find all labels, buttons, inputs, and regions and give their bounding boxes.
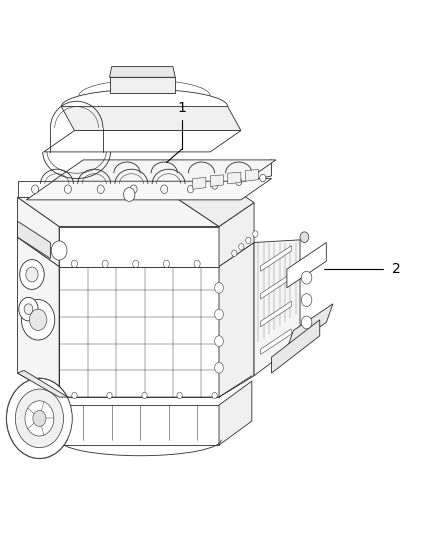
Circle shape bbox=[102, 260, 108, 268]
Polygon shape bbox=[18, 197, 59, 266]
Circle shape bbox=[301, 271, 312, 284]
Polygon shape bbox=[272, 320, 320, 373]
Circle shape bbox=[301, 316, 312, 329]
Polygon shape bbox=[175, 160, 272, 197]
Circle shape bbox=[187, 185, 194, 193]
Circle shape bbox=[32, 185, 39, 193]
Circle shape bbox=[72, 392, 77, 399]
Circle shape bbox=[177, 392, 182, 399]
Circle shape bbox=[161, 185, 168, 193]
Polygon shape bbox=[53, 160, 276, 181]
Polygon shape bbox=[287, 304, 333, 349]
Circle shape bbox=[24, 304, 33, 314]
Circle shape bbox=[33, 410, 46, 426]
Circle shape bbox=[19, 297, 38, 321]
Circle shape bbox=[194, 260, 200, 268]
Circle shape bbox=[215, 362, 223, 373]
Circle shape bbox=[215, 336, 223, 346]
Circle shape bbox=[21, 300, 55, 340]
Polygon shape bbox=[219, 203, 254, 266]
Circle shape bbox=[232, 250, 237, 256]
Text: 2: 2 bbox=[392, 262, 401, 276]
Polygon shape bbox=[219, 381, 252, 445]
Polygon shape bbox=[18, 221, 50, 259]
Text: 1: 1 bbox=[177, 101, 186, 115]
Polygon shape bbox=[18, 237, 59, 397]
Circle shape bbox=[246, 237, 251, 244]
Polygon shape bbox=[59, 405, 219, 445]
Polygon shape bbox=[245, 169, 258, 181]
Circle shape bbox=[215, 309, 223, 320]
Circle shape bbox=[301, 294, 312, 306]
Circle shape bbox=[64, 185, 71, 193]
Polygon shape bbox=[44, 131, 241, 152]
Polygon shape bbox=[261, 301, 291, 327]
Polygon shape bbox=[110, 67, 175, 77]
Circle shape bbox=[300, 232, 309, 243]
Polygon shape bbox=[110, 77, 175, 93]
Circle shape bbox=[163, 260, 170, 268]
Circle shape bbox=[260, 174, 266, 182]
Polygon shape bbox=[18, 197, 219, 227]
Circle shape bbox=[215, 282, 223, 293]
Polygon shape bbox=[175, 173, 254, 227]
Polygon shape bbox=[18, 181, 175, 197]
Circle shape bbox=[212, 392, 217, 399]
Circle shape bbox=[26, 267, 38, 282]
Circle shape bbox=[7, 378, 72, 458]
Circle shape bbox=[212, 182, 218, 189]
Circle shape bbox=[130, 185, 137, 193]
Circle shape bbox=[107, 392, 112, 399]
Circle shape bbox=[236, 178, 242, 185]
Polygon shape bbox=[26, 179, 272, 200]
Circle shape bbox=[20, 260, 44, 289]
Polygon shape bbox=[210, 175, 223, 187]
Circle shape bbox=[133, 260, 139, 268]
Circle shape bbox=[253, 231, 258, 237]
Circle shape bbox=[15, 389, 64, 448]
Circle shape bbox=[239, 244, 244, 250]
Circle shape bbox=[142, 392, 147, 399]
Polygon shape bbox=[228, 172, 241, 184]
Polygon shape bbox=[261, 329, 291, 354]
Polygon shape bbox=[59, 227, 219, 266]
Polygon shape bbox=[61, 107, 241, 131]
Polygon shape bbox=[59, 266, 219, 397]
Polygon shape bbox=[261, 246, 291, 271]
Circle shape bbox=[29, 309, 47, 330]
Circle shape bbox=[97, 185, 104, 193]
Circle shape bbox=[71, 260, 78, 268]
Circle shape bbox=[51, 241, 67, 260]
Circle shape bbox=[25, 401, 54, 436]
Polygon shape bbox=[254, 240, 300, 376]
Polygon shape bbox=[18, 370, 68, 397]
Polygon shape bbox=[193, 177, 206, 189]
Circle shape bbox=[124, 188, 135, 201]
Polygon shape bbox=[287, 243, 326, 288]
Polygon shape bbox=[219, 243, 254, 397]
Polygon shape bbox=[261, 273, 291, 299]
